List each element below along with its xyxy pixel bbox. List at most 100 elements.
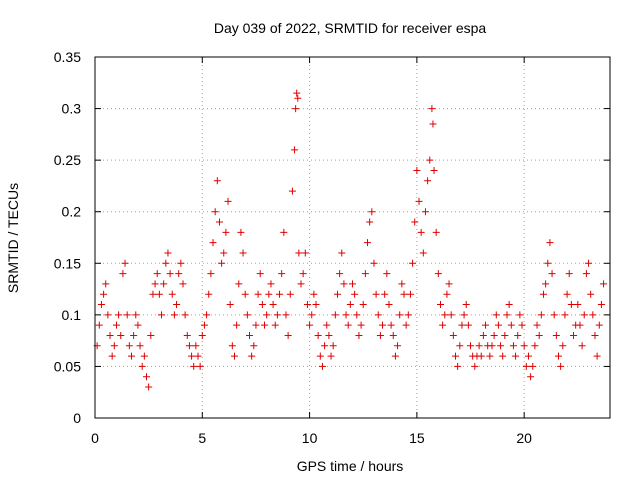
data-point <box>482 321 490 329</box>
data-point <box>406 290 414 298</box>
data-point <box>542 280 550 288</box>
data-point <box>188 352 196 360</box>
data-point <box>424 177 432 185</box>
data-point <box>207 270 215 278</box>
data-point <box>173 301 181 309</box>
data-point <box>477 352 485 360</box>
data-point <box>288 187 296 195</box>
data-point <box>250 342 258 350</box>
data-point <box>181 311 189 319</box>
data-point <box>398 280 406 288</box>
data-point <box>194 352 202 360</box>
data-point <box>228 342 236 350</box>
data-point <box>127 352 135 360</box>
data-point <box>233 321 241 329</box>
data-point <box>548 270 556 278</box>
data-point <box>522 362 530 370</box>
data-point <box>535 331 543 339</box>
data-point <box>248 352 256 360</box>
data-point <box>110 342 118 350</box>
y-tick-label: 0.1 <box>62 307 82 323</box>
data-point <box>385 301 393 309</box>
data-point <box>479 331 487 339</box>
data-point <box>520 342 528 350</box>
data-point <box>376 331 384 339</box>
data-point <box>318 362 326 370</box>
data-point <box>213 177 221 185</box>
data-point <box>269 301 277 309</box>
data-point <box>130 331 138 339</box>
data-point <box>374 311 382 319</box>
data-point <box>222 228 230 236</box>
data-point <box>361 270 369 278</box>
data-point <box>456 342 464 350</box>
data-point <box>383 270 391 278</box>
data-point <box>106 331 114 339</box>
data-point <box>306 321 314 329</box>
data-point <box>340 280 348 288</box>
data-point <box>458 321 466 329</box>
data-point <box>252 321 260 329</box>
data-point <box>294 94 302 102</box>
data-point <box>475 342 483 350</box>
data-point <box>211 208 219 216</box>
data-point <box>112 321 120 329</box>
data-point <box>295 249 303 257</box>
y-tick-label: 0 <box>73 410 81 426</box>
data-point <box>430 166 438 174</box>
data-point <box>486 352 494 360</box>
data-point <box>591 331 599 339</box>
data-point <box>205 290 213 298</box>
data-point <box>576 321 584 329</box>
data-point <box>192 342 200 350</box>
data-point <box>432 228 440 236</box>
data-point <box>559 342 567 350</box>
data-point <box>97 301 105 309</box>
data-point <box>198 331 206 339</box>
data-point <box>160 280 168 288</box>
data-point <box>282 311 290 319</box>
data-point <box>570 331 578 339</box>
data-point <box>565 270 573 278</box>
data-point <box>162 259 170 267</box>
data-point <box>299 270 307 278</box>
data-point <box>241 290 249 298</box>
data-point <box>155 290 163 298</box>
data-point <box>119 270 127 278</box>
data-point <box>567 301 575 309</box>
data-point <box>419 249 427 257</box>
data-point <box>185 342 193 350</box>
data-point <box>312 301 320 309</box>
data-point <box>359 301 367 309</box>
data-point <box>261 321 269 329</box>
data-point <box>102 280 110 288</box>
data-point <box>436 301 444 309</box>
data-point <box>580 311 588 319</box>
data-point <box>237 228 245 236</box>
data-point <box>413 166 421 174</box>
data-point <box>492 311 500 319</box>
data-point <box>391 352 399 360</box>
data-point <box>153 270 161 278</box>
data-point <box>215 218 223 226</box>
data-point <box>501 331 509 339</box>
data-point <box>514 331 522 339</box>
data-point <box>226 301 234 309</box>
data-point <box>151 280 159 288</box>
data-point <box>246 331 253 339</box>
data-point <box>256 270 264 278</box>
data-point <box>243 311 251 319</box>
data-point <box>531 342 539 350</box>
data-point <box>168 290 176 298</box>
data-point <box>263 311 271 319</box>
data-point <box>488 342 496 350</box>
data-point <box>303 301 311 309</box>
axis-ticks <box>94 56 610 419</box>
data-point <box>555 352 562 360</box>
data-point <box>439 321 447 329</box>
data-point <box>582 270 590 278</box>
y-tick-label: 0.35 <box>54 49 81 65</box>
data-points <box>93 89 608 391</box>
data-point <box>170 311 178 319</box>
